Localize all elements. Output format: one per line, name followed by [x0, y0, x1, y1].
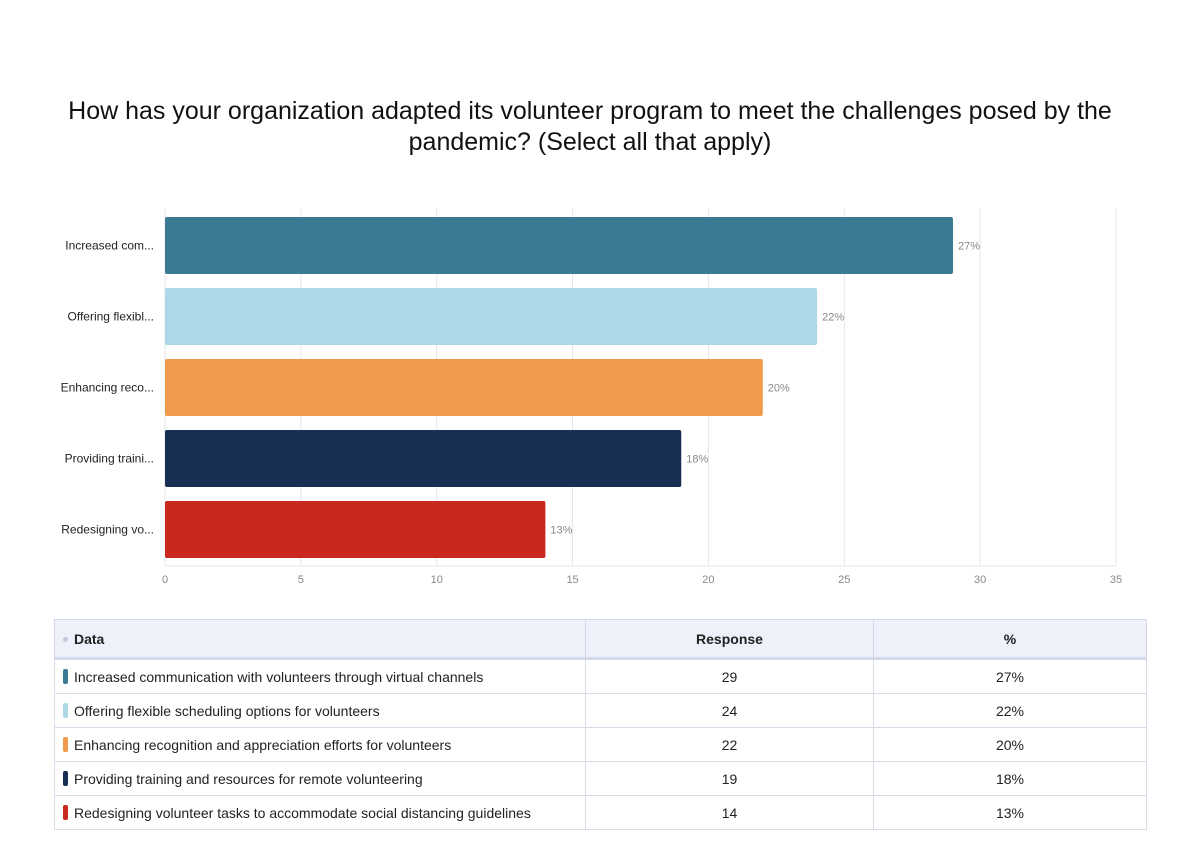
- x-tick-label: 0: [162, 574, 168, 586]
- header-response: Response: [585, 619, 874, 660]
- bar: [165, 430, 682, 487]
- header-percent: %: [873, 619, 1147, 660]
- table-header-row: Data Response %: [54, 619, 1147, 660]
- color-swatch-icon: [63, 736, 68, 752]
- row-label-cell: Enhancing recognition and appreciation e…: [54, 727, 586, 762]
- table-row: Enhancing recognition and appreciation e…: [54, 727, 1147, 762]
- bar: [165, 288, 818, 345]
- row-percent: 20%: [873, 727, 1147, 762]
- row-label-cell: Increased communication with volunteers …: [54, 658, 586, 694]
- table-row: Offering flexible scheduling options for…: [54, 693, 1147, 728]
- table-row: Increased communication with volunteers …: [54, 658, 1147, 694]
- row-label: Providing training and resources for rem…: [74, 770, 423, 787]
- bar: [165, 359, 763, 416]
- category-label: Offering flexibl...: [68, 310, 154, 324]
- header-data: Data: [54, 619, 586, 660]
- table-row: Providing training and resources for rem…: [54, 761, 1147, 796]
- row-response: 24: [585, 693, 874, 728]
- x-tick-label: 5: [298, 574, 304, 586]
- data-label: 27%: [958, 241, 980, 253]
- x-tick-label: 25: [838, 574, 850, 586]
- row-percent: 27%: [873, 658, 1147, 694]
- row-label: Redesigning volunteer tasks to accommoda…: [74, 804, 531, 821]
- bar: [165, 217, 953, 274]
- header-data-label: Data: [74, 630, 105, 647]
- row-percent: 22%: [873, 693, 1147, 728]
- x-tick-label: 35: [1110, 574, 1122, 586]
- data-table: Data Response % Increased communication …: [54, 619, 1147, 830]
- category-label: Increased com...: [65, 239, 154, 253]
- category-label: Providing traini...: [65, 452, 154, 466]
- x-tick-label: 20: [702, 574, 714, 586]
- chart-title: How has your organization adapted its vo…: [68, 97, 1112, 156]
- category-label: Redesigning vo...: [61, 523, 154, 537]
- color-swatch-icon: [63, 668, 68, 684]
- data-label: 20%: [768, 383, 790, 395]
- row-response: 22: [585, 727, 874, 762]
- row-label-cell: Providing training and resources for rem…: [54, 761, 586, 796]
- row-label: Offering flexible scheduling options for…: [74, 702, 380, 719]
- x-tick-label: 15: [566, 574, 578, 586]
- bar: [165, 501, 546, 558]
- header-dot-icon: [63, 636, 68, 642]
- row-response: 19: [585, 761, 874, 796]
- x-tick-label: 30: [974, 574, 986, 586]
- row-label: Enhancing recognition and appreciation e…: [74, 736, 452, 753]
- color-swatch-icon: [63, 770, 68, 786]
- data-label: 18%: [686, 454, 708, 466]
- row-label-cell: Offering flexible scheduling options for…: [54, 693, 586, 728]
- row-label: Increased communication with volunteers …: [74, 668, 484, 685]
- bar-chart: 0 5 10 15 20 25 30 35 Increased com... 27% Offerin…: [61, 209, 1122, 586]
- table-row: Redesigning volunteer tasks to accommoda…: [54, 795, 1147, 830]
- data-label: 13%: [550, 525, 572, 537]
- x-tick-label: 10: [431, 574, 443, 586]
- color-swatch-icon: [63, 702, 68, 718]
- category-label: Enhancing reco...: [61, 381, 154, 395]
- row-percent: 18%: [873, 761, 1147, 796]
- row-label-cell: Redesigning volunteer tasks to accommoda…: [54, 795, 586, 830]
- data-label: 22%: [822, 312, 844, 324]
- row-response: 14: [585, 795, 874, 830]
- row-percent: 13%: [873, 795, 1147, 830]
- color-swatch-icon: [63, 804, 68, 820]
- row-response: 29: [585, 658, 874, 694]
